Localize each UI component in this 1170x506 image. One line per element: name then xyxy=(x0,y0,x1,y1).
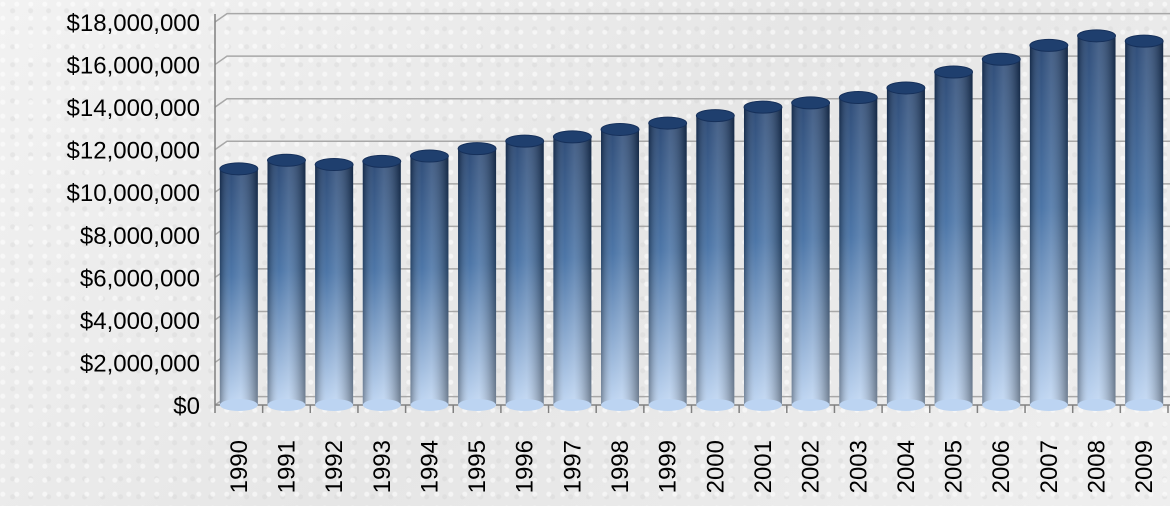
bar-1995 xyxy=(457,142,497,411)
x-tick-label: 2000 xyxy=(702,440,729,493)
bars xyxy=(219,29,1164,411)
x-tick-label: 2007 xyxy=(1036,440,1063,493)
bar-1999 xyxy=(648,116,688,411)
y-tick-label: $0 xyxy=(173,393,200,420)
gridline xyxy=(214,12,1170,23)
y-tick-label: $8,000,000 xyxy=(80,223,200,250)
bar-2004 xyxy=(886,81,926,411)
bar-2005 xyxy=(934,65,974,411)
bar-2008 xyxy=(1077,29,1117,411)
gridline xyxy=(214,395,1170,406)
x-tick-label: 1994 xyxy=(416,440,443,493)
bar-2009 xyxy=(1124,34,1164,411)
x-tick-label: 1995 xyxy=(464,440,491,493)
x-tick-label: 2001 xyxy=(750,440,777,493)
gridline xyxy=(214,55,1170,66)
gridline xyxy=(214,97,1170,108)
bar-2001 xyxy=(743,100,783,411)
x-tick-label: 1997 xyxy=(559,440,586,493)
bar-1994 xyxy=(409,149,449,411)
x-tick-label: 1998 xyxy=(607,440,634,493)
bar-2007 xyxy=(1029,38,1069,411)
bar-2006 xyxy=(981,52,1021,411)
gridline xyxy=(214,140,1170,151)
x-tick-label: 2004 xyxy=(893,440,920,493)
gridline xyxy=(214,310,1170,321)
gridlines xyxy=(214,12,1170,406)
x-tick-label: 1991 xyxy=(273,440,300,493)
gridline xyxy=(214,268,1170,278)
x-tick-label: 2005 xyxy=(941,440,968,493)
axes xyxy=(214,14,1170,413)
x-tick-label: 2009 xyxy=(1131,440,1158,493)
bar-1998 xyxy=(600,122,640,411)
bar-1991 xyxy=(266,153,306,411)
bar-2002 xyxy=(791,96,831,411)
bar-1992 xyxy=(314,158,354,411)
bar-1990 xyxy=(219,162,259,411)
x-tick-label: 2003 xyxy=(845,440,872,493)
y-tick-label: $12,000,000 xyxy=(67,138,200,165)
gridline xyxy=(214,225,1170,236)
gridline xyxy=(214,183,1170,193)
y-tick-label: $16,000,000 xyxy=(67,53,200,80)
bar-1993 xyxy=(362,154,402,411)
x-tick-label: 1999 xyxy=(655,440,682,493)
bar-1997 xyxy=(552,130,592,411)
y-tick-label: $2,000,000 xyxy=(80,350,200,377)
y-tick-labels: $0 $2,000,000 $4,000,000 $6,000,000 $8,000,0… xyxy=(67,10,200,420)
y-tick-label: $4,000,000 xyxy=(80,308,200,335)
bar-2000 xyxy=(695,109,735,411)
gridline xyxy=(214,353,1170,364)
y-tick-label: $14,000,000 xyxy=(67,95,200,122)
y-tick-label: $6,000,000 xyxy=(80,265,200,292)
bar-2003 xyxy=(838,91,878,411)
y-tick-label: $18,000,000 xyxy=(67,10,200,37)
x-tick-labels: 1990 1991 1992 1993 1994 1995 1996 1997 1998 1999… xyxy=(226,440,1158,493)
x-tick-label: 1992 xyxy=(321,440,348,493)
x-tick-label: 1993 xyxy=(369,440,396,493)
x-tick-label: 2006 xyxy=(988,440,1015,493)
x-tick-label: 1990 xyxy=(226,440,253,493)
x-tick-label: 1996 xyxy=(512,440,539,493)
x-tick-label: 2002 xyxy=(798,440,825,493)
y-tick-label: $10,000,000 xyxy=(67,180,200,207)
x-tick-label: 2008 xyxy=(1084,440,1111,493)
bar-1996 xyxy=(505,134,545,411)
